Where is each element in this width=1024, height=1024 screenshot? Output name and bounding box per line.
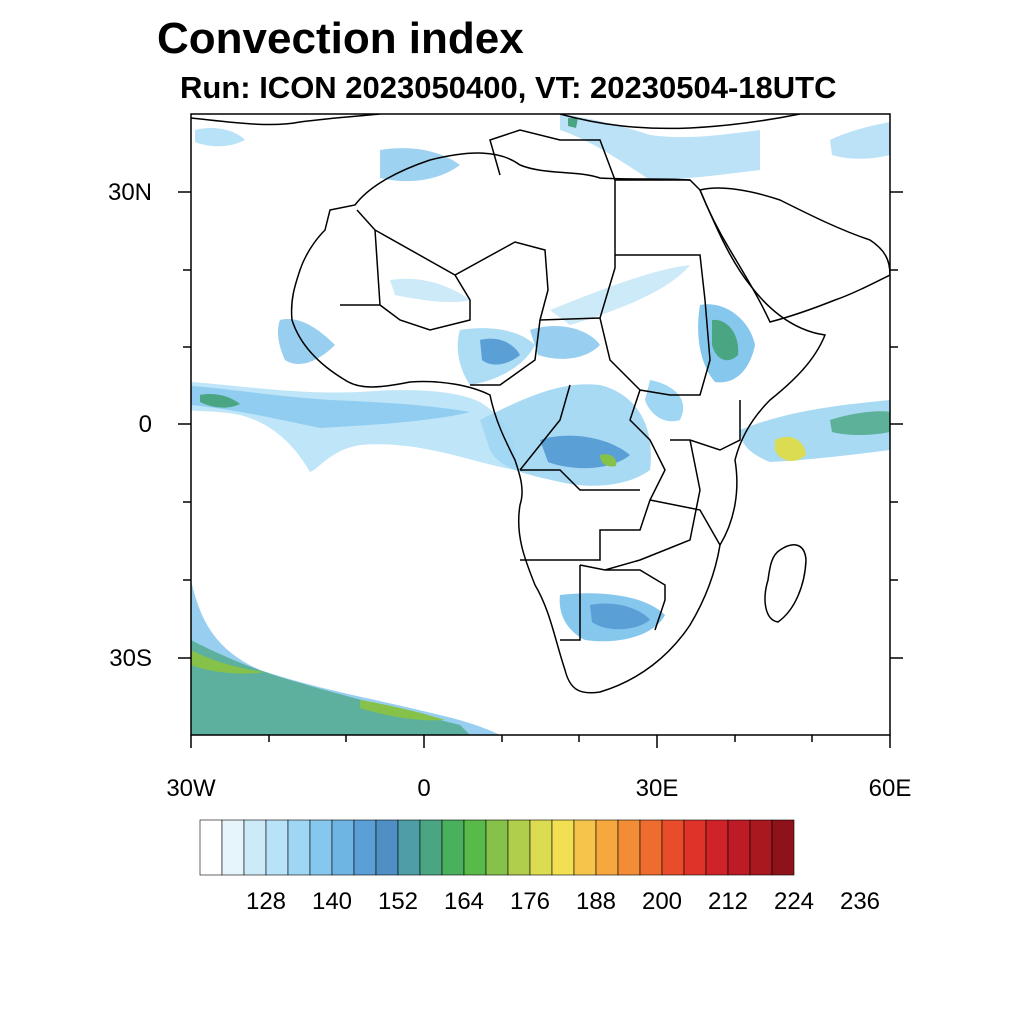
colorbar-swatch	[551, 819, 575, 876]
lon-tick-60e: 60E	[868, 775, 912, 802]
colorbar-swatch	[331, 819, 355, 876]
lon-tick-0: 0	[417, 775, 431, 802]
colorbar-label: 140	[311, 888, 353, 915]
colorbar-swatch	[617, 819, 641, 876]
colorbar-swatch	[419, 819, 443, 876]
colorbar-swatch	[661, 819, 685, 876]
colorbar-swatch	[595, 819, 619, 876]
map-title: Convection index	[157, 14, 524, 63]
colorbar-swatch	[573, 819, 597, 876]
colorbar-swatch	[683, 819, 707, 876]
colorbar-swatch	[771, 819, 795, 876]
colorbar-swatch	[441, 819, 465, 876]
mediterranean-north	[191, 114, 381, 126]
colorbar-swatch	[287, 819, 311, 876]
colorbar-swatch	[485, 819, 509, 876]
convection-field	[191, 114, 890, 735]
africa-coastline	[290, 152, 827, 694]
madagascar	[764, 544, 807, 623]
lat-tick-0: 0	[138, 411, 152, 438]
colorbar-swatch	[375, 819, 399, 876]
colorbar-label: 200	[641, 888, 683, 915]
arabia-coast	[698, 187, 890, 323]
lon-tick-30e: 30E	[635, 775, 679, 802]
colorbar-label: 164	[443, 888, 485, 915]
colorbar-swatch	[529, 819, 553, 876]
map-subtitle: Run: ICON 2023050400, VT: 20230504-18UTC	[180, 70, 837, 105]
colorbar-swatch	[727, 819, 751, 876]
colorbar-swatch	[463, 819, 487, 876]
colorbar-label: 212	[707, 888, 749, 915]
colorbar-swatch	[309, 819, 333, 876]
colorbar	[199, 819, 795, 876]
colorbar-swatch	[705, 819, 729, 876]
colorbar-swatch	[507, 819, 531, 876]
colorbar-label: 188	[575, 888, 617, 915]
colorbar-label: 152	[377, 888, 419, 915]
axis-ticks	[178, 191, 903, 748]
colorbar-swatch	[639, 819, 663, 876]
coastlines	[191, 114, 890, 694]
colorbar-swatch	[199, 819, 223, 876]
colorbar-swatch	[243, 819, 267, 876]
colorbar-swatch	[353, 819, 377, 876]
colorbar-label: 224	[773, 888, 815, 915]
colorbar-swatch	[749, 819, 773, 876]
colorbar-swatch	[221, 819, 245, 876]
lat-tick-30n: 30N	[107, 179, 152, 206]
colorbar-label: 236	[839, 888, 881, 915]
colorbar-label: 128	[245, 888, 287, 915]
country-borders	[340, 180, 741, 641]
colorbar-swatch	[397, 819, 421, 876]
lon-tick-30w: 30W	[166, 775, 216, 802]
lat-tick-30s: 30S	[109, 645, 152, 672]
colorbar-swatch	[265, 819, 289, 876]
field-west-africa	[277, 319, 335, 365]
colorbar-label: 176	[509, 888, 551, 915]
